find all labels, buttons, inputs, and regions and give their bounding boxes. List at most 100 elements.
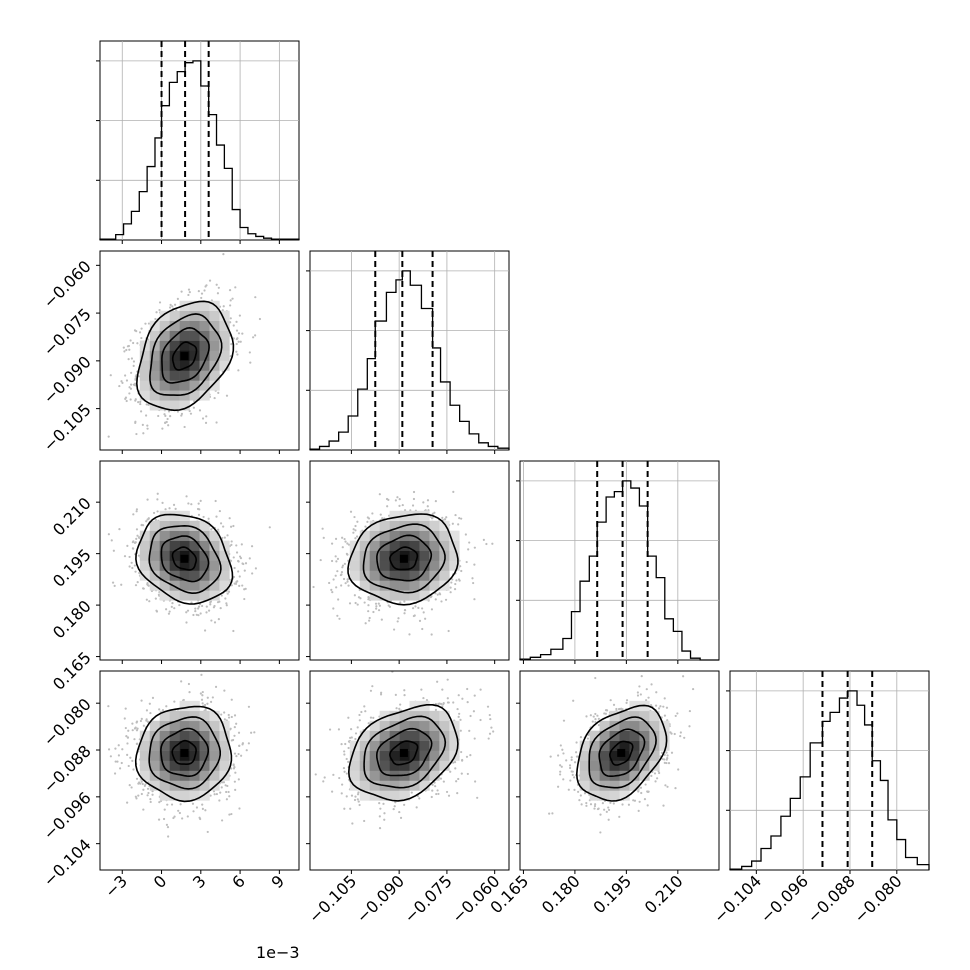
sample-point (145, 520, 148, 523)
sample-point (367, 722, 370, 725)
sample-point (426, 499, 430, 502)
sample-point (594, 718, 597, 721)
density-cell (369, 560, 380, 571)
mode-marker (617, 748, 626, 757)
sample-point (124, 397, 127, 401)
sample-point (321, 527, 324, 530)
panel-frame (309, 670, 510, 871)
sample-point (170, 605, 173, 608)
sample-point (107, 435, 110, 438)
sample-point (356, 726, 359, 729)
sample-point (222, 781, 226, 784)
contour-line (148, 716, 221, 790)
sample-point (336, 557, 340, 561)
sample-point (133, 564, 136, 567)
sample-point (356, 798, 359, 801)
sample-point (197, 513, 201, 516)
panel-frame (99, 460, 300, 661)
sample-point (161, 427, 164, 430)
density-cell (209, 550, 220, 561)
density-cell (159, 510, 170, 521)
sample-point (148, 702, 151, 705)
density-cell (139, 740, 151, 751)
sample-point (420, 688, 423, 691)
sample-point (548, 812, 551, 815)
density-cell (209, 540, 220, 551)
density-cell (399, 760, 410, 771)
sample-point (237, 570, 240, 573)
sample-point (342, 766, 346, 770)
sample-point (372, 716, 375, 719)
sample-point (344, 582, 347, 585)
histogram-steps (519, 480, 719, 661)
sample-point (220, 786, 223, 789)
density-cell (589, 760, 600, 771)
sample-point (134, 584, 138, 587)
sample-point (146, 582, 149, 585)
sample-point (230, 343, 233, 346)
sample-point (347, 543, 351, 546)
density-cell (159, 560, 170, 571)
sample-point (570, 756, 573, 759)
sample-point (129, 756, 132, 759)
density-cell (209, 720, 220, 731)
contour-line (171, 739, 197, 765)
sample-point (136, 727, 139, 730)
sample-point (643, 798, 647, 801)
sample-point (338, 776, 341, 780)
sample-point (226, 784, 229, 788)
contour-line (134, 705, 233, 803)
sample-point (357, 596, 361, 599)
sample-point (230, 543, 233, 546)
sample-point (145, 598, 148, 601)
sample-point (399, 703, 402, 706)
sample-point (117, 754, 121, 757)
sample-point (147, 322, 151, 325)
sample-point (222, 252, 225, 256)
density-cell (589, 750, 600, 761)
sample-point (120, 761, 123, 765)
sample-point (383, 812, 386, 815)
density-cell (639, 710, 650, 722)
density-cell (429, 540, 440, 551)
sample-point (226, 534, 229, 537)
sample-point (129, 339, 132, 342)
density-cell (419, 750, 430, 761)
sample-point (332, 578, 335, 581)
sample-point (145, 403, 148, 406)
sample-point (473, 563, 476, 566)
sample-point (207, 609, 211, 612)
density-cell (399, 780, 410, 791)
x-tick-label: −0.105 (305, 871, 360, 926)
sample-point (221, 819, 224, 822)
sample-point (247, 742, 250, 745)
sample-point (226, 592, 229, 595)
density-cell (379, 750, 390, 761)
sample-point (476, 796, 479, 799)
sample-point (166, 417, 169, 421)
density-cell (649, 750, 660, 761)
sample-point (200, 698, 204, 701)
density-cell (399, 590, 410, 601)
sample-point (233, 566, 236, 570)
sample-point (682, 675, 685, 678)
sample-point (479, 688, 482, 691)
sample-point (431, 512, 434, 515)
sample-point (142, 587, 145, 590)
sample-point (126, 801, 129, 804)
sample-point (127, 344, 131, 348)
sample-point (139, 410, 143, 413)
density-cell (179, 340, 190, 351)
density-cell (389, 780, 400, 791)
panel-content (107, 492, 271, 633)
sample-point (452, 490, 455, 493)
density-cell (579, 740, 590, 751)
histogram-panel-2 (306, 250, 510, 454)
sample-point (190, 503, 193, 506)
sample-point (230, 584, 233, 587)
density-cell (149, 350, 160, 361)
density-cell (199, 570, 210, 581)
sample-point (434, 785, 437, 788)
density-cell (449, 550, 460, 561)
sample-point (138, 331, 142, 334)
